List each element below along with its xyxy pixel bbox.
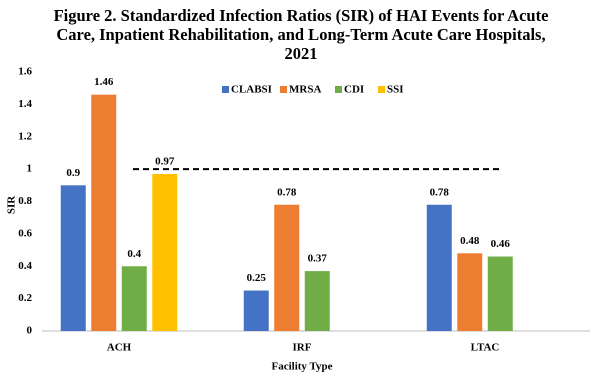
data-label: 0.4	[127, 248, 141, 260]
chart-title: Figure 2. Standardized Infection Ratios …	[53, 6, 549, 63]
y-tick-label: 0.8	[18, 195, 32, 207]
legend-swatch	[222, 86, 229, 93]
bar	[487, 256, 513, 331]
y-tick-label: 1	[27, 163, 33, 175]
y-tick-label: 0.4	[18, 260, 32, 272]
bar	[91, 94, 117, 331]
legend-label: MRSA	[289, 84, 321, 96]
legend-label: CDI	[344, 84, 364, 96]
x-axis-title: Facility Type	[271, 361, 332, 373]
x-tick-label: IRF	[293, 342, 312, 354]
bar	[426, 204, 452, 331]
data-label: 0.78	[277, 186, 297, 198]
bar	[121, 266, 147, 331]
y-tick-label: 0	[27, 325, 33, 337]
y-tick-label: 1.6	[18, 66, 32, 78]
data-label: 0.48	[460, 235, 480, 247]
y-tick-label: 0.6	[18, 227, 32, 239]
data-label: 0.46	[491, 238, 511, 250]
legend-label: SSI	[387, 84, 404, 96]
legend-swatch	[280, 86, 287, 93]
legend-label: CLABSI	[231, 84, 272, 96]
bar	[60, 185, 86, 331]
legend-swatch	[378, 86, 385, 93]
bar	[304, 271, 330, 331]
data-label: 0.97	[155, 156, 175, 168]
data-label: 0.78	[430, 186, 450, 198]
y-tick-label: 0.2	[18, 292, 32, 304]
bar	[457, 253, 483, 331]
y-tick-label: 1.2	[18, 130, 32, 142]
data-label: 1.46	[94, 76, 114, 88]
legend-swatch	[335, 86, 342, 93]
bar	[152, 173, 178, 331]
data-label: 0.9	[66, 167, 80, 179]
data-label: 0.37	[308, 253, 328, 265]
y-tick-label: 1.4	[18, 98, 32, 110]
bar	[274, 204, 300, 331]
x-tick-label: ACH	[107, 342, 132, 354]
data-label: 0.25	[247, 272, 267, 284]
y-axis-title: SIR	[6, 195, 18, 214]
bar	[243, 290, 269, 331]
x-tick-label: LTAC	[471, 342, 500, 354]
